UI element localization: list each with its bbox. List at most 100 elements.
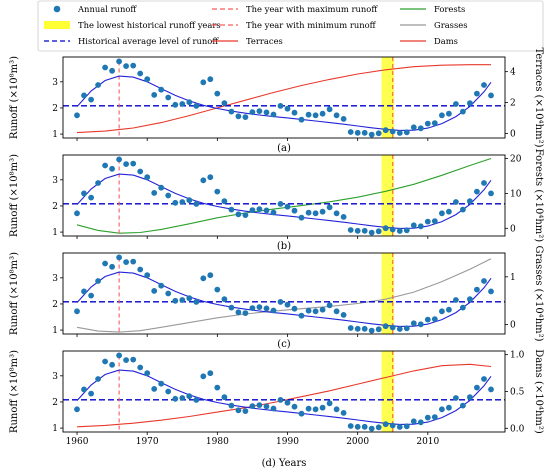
annual-runoff-point	[81, 288, 87, 295]
annual-runoff-point	[165, 290, 172, 297]
annual-runoff-point	[200, 373, 207, 380]
annual-runoff-point	[326, 302, 333, 309]
lowest-runoff-band	[381, 155, 395, 236]
annual-runoff-point	[417, 223, 424, 230]
annual-runoff-point	[179, 395, 186, 401]
annual-runoff-point	[214, 90, 221, 97]
annual-runoff-point	[179, 297, 186, 303]
legend-item-annual: Annual runoff	[53, 4, 137, 14]
left-tick-label: 3	[52, 78, 58, 88]
annual-runoff-point	[151, 288, 158, 294]
annual-runoff-point	[95, 82, 101, 88]
annual-runoff-point	[158, 282, 165, 289]
annual-runoff-point	[424, 218, 431, 225]
annual-runoff-point	[172, 101, 179, 108]
right-tick-label: 10	[510, 189, 522, 199]
annual-runoff-point	[439, 406, 445, 413]
annual-runoff-point	[284, 399, 291, 406]
annual-runoff-point	[81, 92, 87, 99]
right-tick-label: 0.5	[510, 388, 525, 398]
legend-label-grasses: Grasses	[434, 20, 468, 30]
legend-label-avg: Historical average level of runoff	[78, 36, 219, 46]
annual-runoff-point	[256, 402, 263, 408]
annual-runoff-point	[305, 405, 312, 412]
annual-runoff-point	[474, 286, 480, 293]
annual-runoff-point	[256, 206, 263, 213]
annual-runoff-point	[312, 112, 319, 119]
annual-runoff-point	[319, 404, 326, 411]
annual-runoff-point	[186, 393, 193, 400]
annual-runoff-point	[305, 111, 312, 118]
annual-runoff-point	[137, 168, 144, 175]
annual-runoff-point	[396, 326, 403, 332]
annual-runoff-point	[375, 228, 382, 235]
annual-runoff-point	[375, 130, 382, 137]
legend-label-terraces: Terraces	[246, 36, 283, 46]
annual-runoff-point	[116, 58, 122, 65]
right-tick-label: 4	[510, 68, 516, 78]
panel-plot-area	[63, 253, 505, 334]
annual-runoff-point	[123, 63, 129, 69]
right-tick-label: 0.0	[510, 424, 525, 434]
annual-runoff-point	[144, 370, 151, 377]
annual-runoff-point	[446, 208, 452, 215]
annual-runoff-point	[403, 129, 410, 136]
annual-runoff-point	[333, 308, 340, 315]
right-axis-label: Forests (×10⁴hm²)	[533, 149, 544, 243]
annual-runoff-point	[109, 67, 115, 74]
annual-runoff-point	[235, 113, 242, 120]
annual-runoff-point	[130, 258, 137, 265]
legend-swatch-annual	[53, 5, 61, 13]
annual-runoff-point	[102, 260, 108, 267]
left-tick-label: 2	[52, 300, 58, 310]
annual-runoff-point	[326, 204, 333, 211]
annual-runoff-point	[277, 103, 284, 109]
annual-runoff-point	[446, 110, 452, 117]
annual-runoff-point	[228, 304, 235, 311]
annual-runoff-point	[446, 404, 452, 411]
annual-runoff-point	[481, 376, 487, 382]
annual-runoff-point	[158, 184, 165, 191]
x-tick-label: 1960	[66, 437, 89, 447]
annual-runoff-point	[207, 370, 214, 377]
legend-item-maxyear: The year with maximum runoff	[212, 4, 378, 14]
annual-runoff-point	[228, 402, 235, 409]
left-tick-label: 3	[52, 372, 58, 382]
annual-runoff-point	[270, 307, 277, 314]
right-axis-label: Dams (×10⁴hm²)	[533, 349, 544, 434]
annual-runoff-point	[123, 161, 129, 168]
annual-runoff-point	[214, 286, 221, 293]
left-tick-label: 2	[52, 202, 58, 212]
annual-runoff-point	[200, 275, 207, 282]
annual-runoff-point	[116, 156, 122, 163]
annual-runoff-point	[417, 321, 424, 328]
panel-1: 1 2 3 0 2 4 Runoff (×10⁸m³) Terraces (×10⁴hm²) (…	[9, 47, 544, 154]
annual-runoff-point	[200, 79, 207, 86]
annual-runoff-point	[123, 357, 129, 363]
annual-runoff-point	[368, 327, 375, 334]
annual-runoff-point	[284, 203, 291, 210]
annual-runoff-point	[396, 424, 403, 430]
annual-runoff-point	[305, 307, 312, 314]
annual-runoff-point	[298, 116, 305, 123]
annual-runoff-point	[354, 423, 361, 430]
annual-runoff-point	[481, 82, 487, 88]
left-tick-label: 1	[52, 228, 58, 238]
annual-runoff-point	[137, 70, 144, 77]
annual-runoff-point	[263, 403, 270, 410]
annual-runoff-point	[291, 403, 298, 410]
annual-runoff-point	[382, 225, 389, 232]
left-tick-label: 2	[52, 398, 58, 408]
x-tick-label: 1990	[276, 437, 299, 447]
annual-runoff-point	[431, 120, 438, 126]
right-axis-label: Grasses (×10⁴hm²)	[533, 245, 544, 341]
annual-runoff-point	[263, 207, 270, 214]
annual-runoff-point	[347, 423, 354, 429]
left-axis-label: Runoff (×10⁸m³)	[9, 154, 20, 237]
right-tick-label: 1.0	[510, 351, 525, 361]
annual-runoff-point	[95, 180, 101, 186]
annual-runoff-point	[249, 403, 256, 409]
annual-runoff-point	[375, 326, 382, 333]
annual-runoff-point	[270, 209, 277, 216]
legend-item-avg: Historical average level of runoff	[44, 36, 219, 46]
